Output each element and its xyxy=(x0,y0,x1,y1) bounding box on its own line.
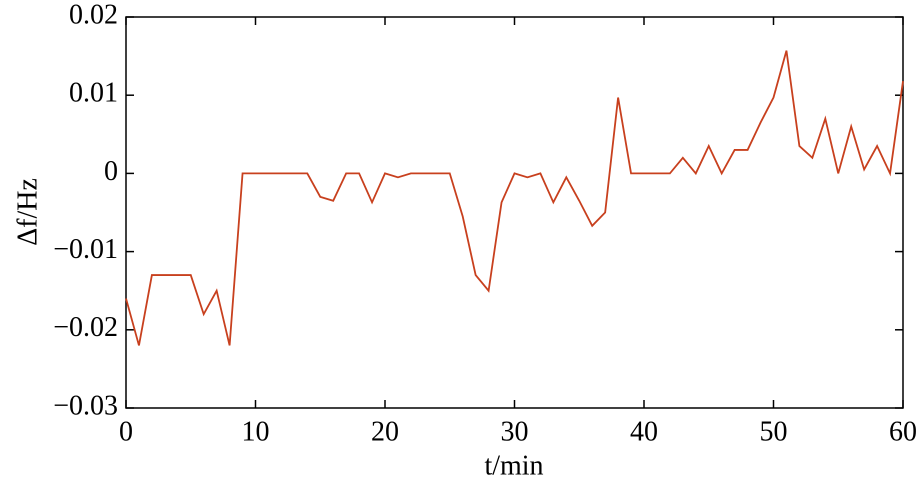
y-tick-label: 0.02 xyxy=(69,0,118,30)
x-tick-label: 60 xyxy=(889,416,917,447)
x-axis-label: t/min xyxy=(484,450,543,481)
y-axis-label: Δf/Hz xyxy=(12,178,43,246)
y-tick-label: −0.03 xyxy=(53,390,118,421)
y-tick-label: −0.01 xyxy=(53,234,118,265)
y-tick-label: −0.02 xyxy=(53,312,118,343)
x-tick-label: 10 xyxy=(242,416,270,447)
x-tick-label: 50 xyxy=(760,416,788,447)
x-tick-label: 40 xyxy=(630,416,658,447)
plot-frame xyxy=(125,16,904,409)
y-tick-label: 0 xyxy=(104,156,118,187)
data-line xyxy=(125,50,904,346)
x-tick-label: 20 xyxy=(371,416,399,447)
y-tick-label: 0.01 xyxy=(69,78,118,109)
x-tick-label: 30 xyxy=(501,416,529,447)
x-tick-label: 0 xyxy=(119,416,133,447)
